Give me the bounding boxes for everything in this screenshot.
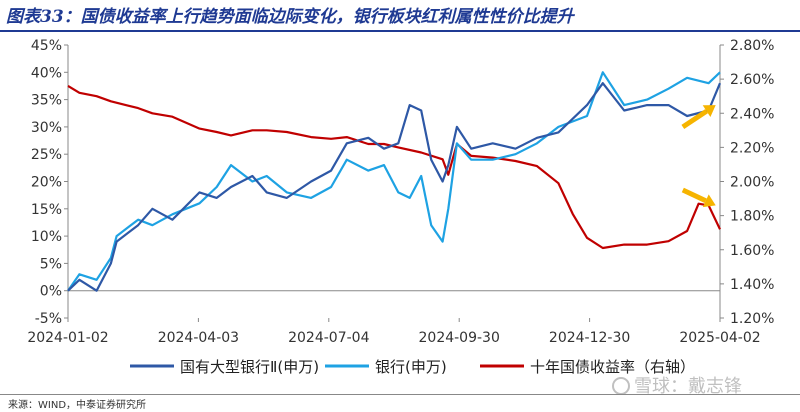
y-left-tick-label: 40% bbox=[31, 65, 62, 81]
y-left-tick-label: 20% bbox=[31, 175, 62, 191]
y-right-tick-label: 1.40% bbox=[730, 277, 774, 293]
y-right-tick-label: 2.00% bbox=[730, 175, 774, 191]
annotation-arrow-shaft-1 bbox=[681, 187, 707, 203]
footer-rule bbox=[0, 394, 800, 395]
y-right-tick-label: 2.80% bbox=[730, 38, 774, 54]
legend-label-1: 银行(申万) bbox=[375, 358, 447, 376]
series-line-2 bbox=[67, 84, 721, 250]
x-tick-label: 2024-04-03 bbox=[158, 330, 239, 346]
y-right-tick-label: 1.20% bbox=[730, 311, 774, 327]
y-left-tick-label: 45% bbox=[31, 38, 62, 54]
series-line-0 bbox=[67, 82, 722, 292]
y-left-tick-label: 15% bbox=[31, 202, 62, 218]
y-left-tick-label: -5% bbox=[35, 311, 62, 327]
annotation-arrow-head-1 bbox=[702, 194, 716, 208]
annotation-arrow-shaft-0 bbox=[681, 109, 708, 129]
y-left-tick-label: 25% bbox=[31, 147, 62, 163]
y-right-tick-label: 2.20% bbox=[730, 140, 774, 156]
y-right-tick-label: 1.80% bbox=[730, 209, 774, 225]
y-right-tick-label: 2.40% bbox=[730, 106, 774, 122]
y-right-tick-label: 1.60% bbox=[730, 243, 774, 259]
x-tick-label: 2024-01-02 bbox=[27, 330, 108, 346]
x-tick-label: 2024-09-30 bbox=[419, 330, 500, 346]
snowball-icon bbox=[612, 377, 630, 395]
y-left-tick-label: 5% bbox=[40, 256, 62, 272]
x-tick-label: 2024-07-04 bbox=[288, 330, 369, 346]
chart-title: 图表33：国债收益率上行趋势面临边际变化，银行板块红利属性性价比提升 bbox=[6, 7, 574, 27]
x-tick-label: 2025-04-02 bbox=[679, 330, 760, 346]
y-left-tick-label: 35% bbox=[31, 93, 62, 109]
y-left-tick-label: 10% bbox=[31, 229, 62, 245]
legend-label-2: 十年国债收益率（右轴） bbox=[530, 358, 695, 376]
series-lines-group bbox=[67, 71, 722, 292]
watermark-text: 雪球：戴志锋 bbox=[634, 376, 742, 397]
annotation-arrow-head-0 bbox=[702, 105, 716, 117]
legend-label-0: 国有大型银行Ⅱ(申万) bbox=[180, 358, 319, 376]
legend-group: 国有大型银行Ⅱ(申万) 银行(申万) 十年国债收益率（右轴） bbox=[130, 358, 695, 376]
axes-group: -5% 0% 5% 10% 15% 20% 25% 30% 35% 40% 45% 1.20% 1.40… bbox=[27, 38, 774, 346]
series-line-1 bbox=[67, 71, 721, 292]
source-note: 来源：WIND，中泰证券研究所 bbox=[8, 400, 147, 411]
y-right-tick-label: 2.60% bbox=[730, 72, 774, 88]
title-rule bbox=[0, 30, 800, 32]
y-left-tick-label: 0% bbox=[40, 284, 62, 300]
y-left-tick-label: 30% bbox=[31, 120, 62, 136]
x-tick-label: 2024-12-30 bbox=[549, 330, 630, 346]
